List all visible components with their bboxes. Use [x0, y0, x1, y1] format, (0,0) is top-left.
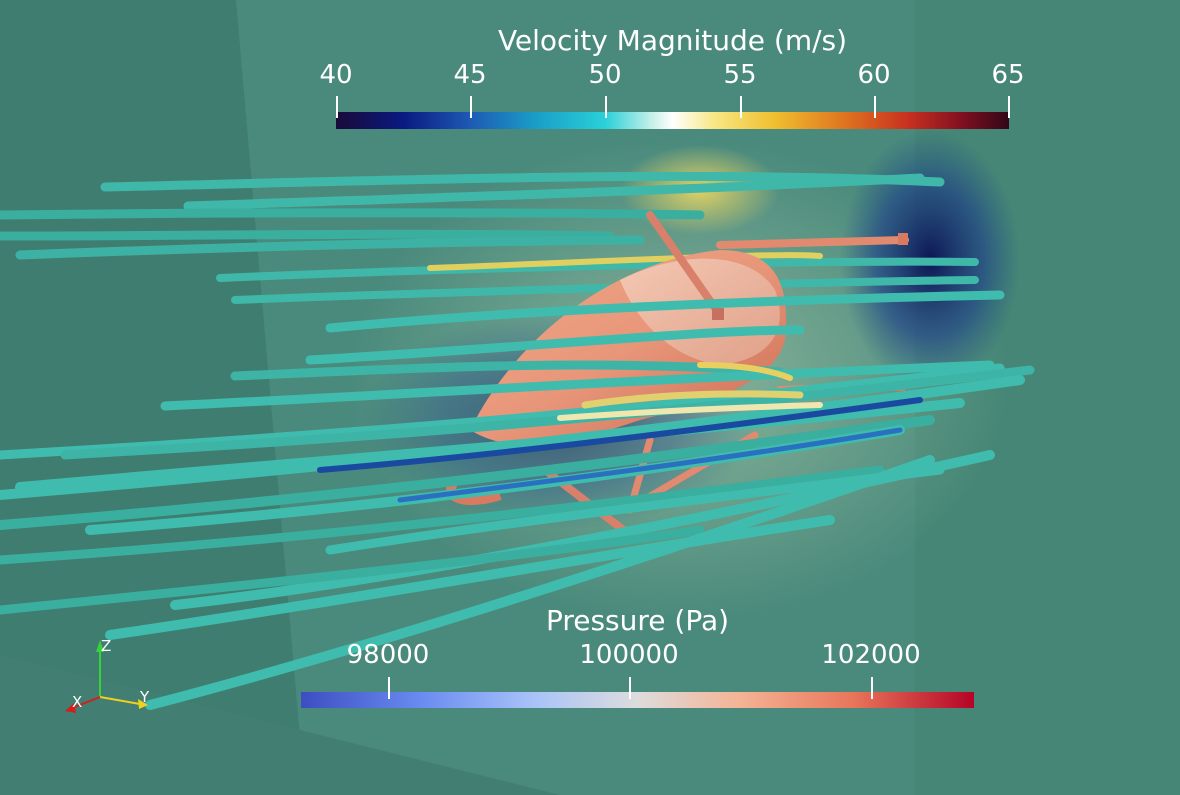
streamlines-front [0, 290, 1035, 710]
velocity-tick-mark [605, 96, 607, 118]
velocity-tick-mark [1008, 96, 1010, 118]
velocity-tick-label: 60 [857, 60, 891, 90]
floor-plane [0, 655, 560, 795]
pressure-tick-label: 100000 [579, 640, 679, 670]
x-axis-label: X [72, 693, 83, 711]
y-axis [99, 696, 141, 705]
velocity-tick-mark [874, 96, 876, 118]
velocity-tick-label: 45 [453, 60, 487, 90]
streamlines-back [0, 171, 979, 304]
pressure-tick-label: 102000 [821, 640, 921, 670]
velocity-tick-mark [470, 96, 472, 118]
velocity-tick-mark [336, 96, 338, 118]
axes-triad [65, 640, 148, 713]
velocity-colorbar-title: Velocity Magnitude (m/s) [497, 24, 848, 57]
velocity-tick-label: 65 [991, 60, 1025, 90]
velocity-colorbar [336, 112, 1009, 129]
pressure-tick-mark [388, 677, 390, 699]
z-axis-label: Z [101, 637, 112, 655]
velocity-tick-mark [740, 96, 742, 118]
pressure-tick-mark [629, 677, 631, 699]
pressure-tick-label: 98000 [346, 640, 430, 670]
velocity-tick-label: 50 [588, 60, 622, 90]
pressure-colorbar-title: Pressure (Pa) [545, 604, 730, 637]
velocity-tick-label: 55 [723, 60, 757, 90]
pressure-tick-mark [871, 677, 873, 699]
pressure-colorbar [301, 692, 974, 708]
velocity-tick-label: 40 [319, 60, 353, 90]
x-axis [71, 696, 101, 709]
y-axis-label: Y [140, 688, 150, 706]
